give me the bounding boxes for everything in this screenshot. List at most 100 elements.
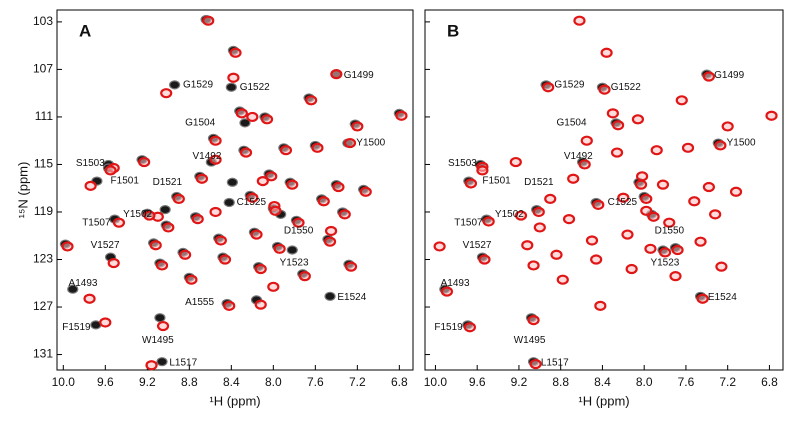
peak [223,197,235,208]
peak [218,254,232,265]
peak [311,142,324,153]
peak [107,257,120,269]
peak-label: G1504 [557,118,587,129]
y-tick-label: 115 [34,157,53,171]
peak-label: S1503 [448,158,477,169]
peak [202,15,215,26]
peak [529,358,542,370]
peak [634,179,648,190]
peak [191,214,204,225]
peak-label: W1495 [514,335,546,346]
peak [143,210,156,221]
peak [209,206,222,218]
peak [631,114,645,125]
peak [298,271,311,282]
peak [621,229,634,240]
panel-title: B [447,21,459,40]
x-tick-label: 7.2 [349,375,366,389]
peak [640,205,653,216]
peak [527,314,540,326]
peak [681,142,695,153]
peak [229,47,242,58]
peak [476,165,489,176]
peak-label: G1504 [185,118,215,129]
peak [104,165,117,176]
peak [625,263,638,275]
peak-label: Y1523 [280,258,309,269]
peak [533,222,546,233]
peak [696,293,709,304]
peak [395,110,408,121]
peak [273,243,286,254]
peak [482,216,495,227]
peak [305,95,318,106]
peak [330,69,343,80]
peak-label: Y1500 [727,138,756,149]
x-tick-label: 9.6 [469,375,486,389]
peak [509,156,522,168]
peak [721,121,734,132]
peak [260,114,274,125]
peak [527,260,540,271]
x-tick-label: 8.8 [552,375,569,389]
peak [606,108,619,119]
peak-label: A1555 [185,297,214,308]
peak-label: D1521 [524,177,554,188]
peak [279,145,293,156]
peak-label: D1521 [153,177,183,188]
peak [433,241,446,252]
peak [647,211,660,222]
peak-label: A1493 [69,278,98,289]
x-tick-label: 6.8 [391,375,408,389]
peak [185,274,198,285]
x-tick-label: 8.0 [636,375,653,389]
peak-label: F1519 [62,322,91,333]
peak-label: C1525 [608,197,638,208]
peak [729,186,743,197]
peak-label: E1524 [337,292,366,303]
peak [464,178,478,189]
peak [617,192,630,203]
peak-label: Y1502 [495,209,524,220]
peak [332,181,345,193]
peak-label: D1550 [284,226,314,237]
peak-label: S1503 [76,158,105,169]
x-tick-label: 8.4 [594,375,611,389]
peak [154,313,166,323]
x-tick-label: 8.4 [223,375,240,389]
peak [214,235,227,246]
peak [694,236,707,247]
x-tick-label: 8.8 [181,375,198,389]
peak-label: C1525 [237,197,267,208]
peak [658,247,672,258]
peak [702,181,715,193]
peak [556,274,569,285]
peak [149,240,162,251]
panel-title: A [79,21,91,40]
peak-label: V1527 [463,240,492,251]
peak [644,243,657,254]
peak [567,173,580,184]
peak [590,254,603,265]
peak-label: A1493 [441,278,470,289]
peak [225,82,237,92]
y-tick-label: 127 [33,299,53,313]
x-tick-label: 7.2 [719,375,736,389]
x-tick-label: 6.8 [761,375,778,389]
peak [195,173,209,184]
peak [112,217,126,228]
peak-label: G1499 [344,70,374,81]
peak-label: L1517 [541,358,569,369]
x-tick-label: 9.2 [139,375,156,389]
peak [550,249,563,260]
peak [611,120,625,131]
peak [585,235,599,246]
peak [227,72,240,83]
peak [592,199,605,210]
peak [544,193,557,205]
peak [338,209,351,220]
peak [521,240,534,251]
peak [478,254,491,265]
peak [267,281,280,292]
